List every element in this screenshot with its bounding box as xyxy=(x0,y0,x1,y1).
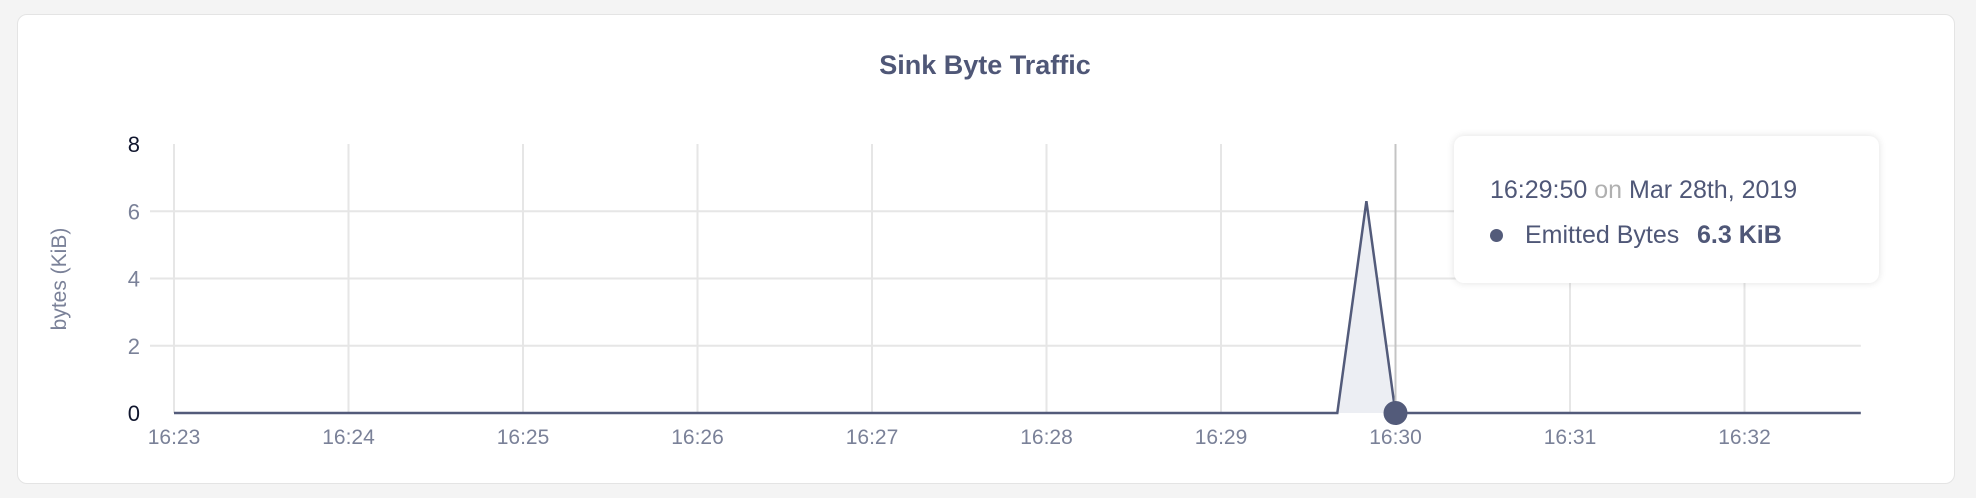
x-tick-label: 16:23 xyxy=(148,426,201,449)
tooltip-on: on xyxy=(1594,176,1623,204)
x-tick-label: 16:30 xyxy=(1369,426,1422,449)
series-line xyxy=(174,201,1861,415)
tooltip-header: 16:29:50 on Mar 28th, 2019 xyxy=(1490,176,1879,205)
y-tick-label: 8 xyxy=(128,132,140,157)
tooltip-series-row: Emitted Bytes 6.3 KiB xyxy=(1490,221,1879,250)
y-tick-label: 2 xyxy=(128,334,140,359)
tooltip-time: 16:29:50 xyxy=(1490,176,1588,204)
y-tick-label: 0 xyxy=(128,401,140,426)
hover-point xyxy=(1383,401,1408,425)
x-tick-label: 16:32 xyxy=(1718,426,1771,449)
y-axis-label: bytes (KiB) xyxy=(48,228,71,331)
x-tick-label: 16:26 xyxy=(671,426,724,449)
x-tick-label: 16:25 xyxy=(497,426,550,449)
tooltip-series-name: Emitted Bytes xyxy=(1525,221,1680,249)
tooltip: 16:29:50 on Mar 28th, 2019 Emitted Bytes… xyxy=(1454,136,1879,283)
x-tick-label: 16:28 xyxy=(1020,426,1073,449)
x-tick-label: 16:27 xyxy=(846,426,899,449)
chart-title: Sink Byte Traffic xyxy=(879,50,1091,80)
y-tick-label: 6 xyxy=(128,199,140,224)
tooltip-series-value: 6.3 KiB xyxy=(1697,221,1782,249)
x-tick-label: 16:24 xyxy=(322,426,375,449)
y-tick-label: 4 xyxy=(128,267,140,292)
x-tick-label: 16:29 xyxy=(1195,426,1248,449)
tooltip-date: Mar 28th, 2019 xyxy=(1629,176,1798,204)
series-dot-icon xyxy=(1490,229,1503,242)
x-tick-label: 16:31 xyxy=(1544,426,1597,449)
